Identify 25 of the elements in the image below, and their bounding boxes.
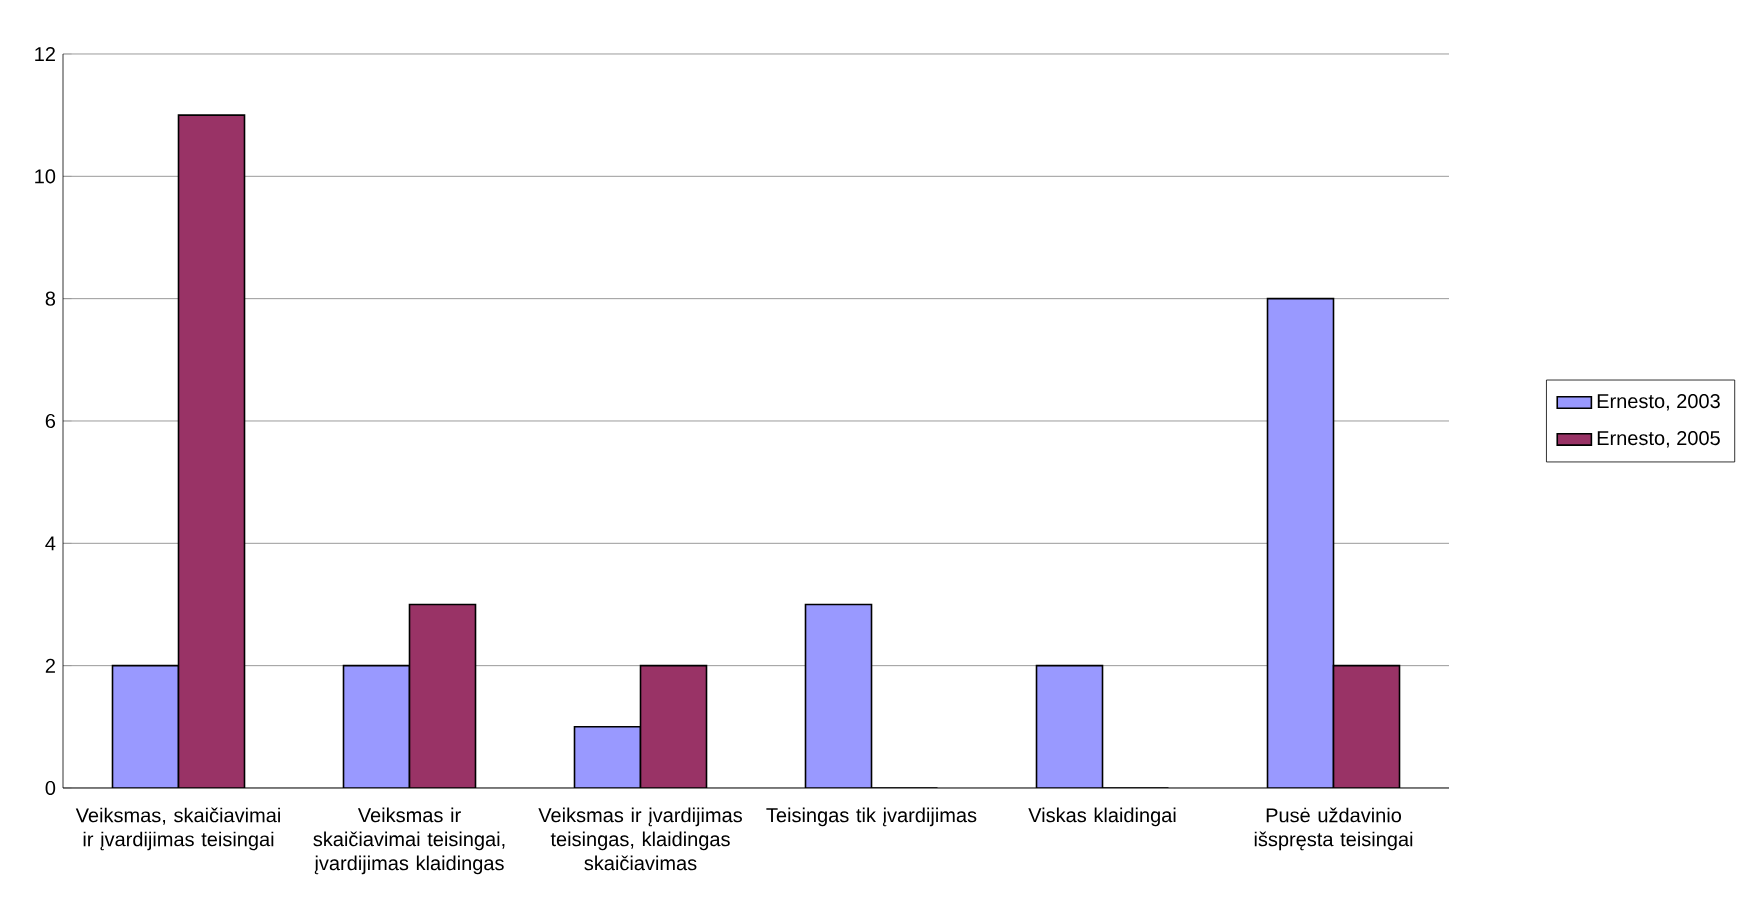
bar (111, 664, 180, 788)
bar (1332, 664, 1401, 788)
x-tick-label: Veiksmas ir skaičiavimai teisingai, įvardijimas klaidingas (313, 807, 505, 875)
bar (1266, 297, 1335, 788)
bar (177, 114, 246, 788)
x-tick-label: Pusė uždavinio išspręsta teisingai (1254, 807, 1413, 851)
bar (342, 664, 411, 788)
y-tick-label: 8 (45, 291, 56, 306)
y-tick-label: 0 (45, 780, 56, 796)
legend-label: Ernesto, 2005 (1597, 430, 1720, 448)
bar (573, 726, 642, 788)
y-tick-label: 4 (45, 536, 56, 551)
y-tick-label: 10 (35, 169, 56, 184)
y-tick-label: 12 (35, 47, 55, 61)
x-tick-label: Viskas klaidingai (1028, 807, 1176, 827)
legend-label: Ernesto, 2003 (1597, 394, 1720, 411)
y-tick-label: 2 (45, 658, 55, 673)
bar (639, 664, 708, 788)
y-tick-label: 6 (45, 413, 56, 429)
bar (408, 603, 477, 788)
x-tick-label: Teisingas tik įvardijimas (766, 807, 977, 827)
x-tick-label: Veiksmas, skaičiavimai ir įvardijimas teisingai (75, 807, 280, 851)
bar (804, 603, 873, 788)
x-tick-label: Veiksmas ir įvardijimas teisingas, klaidingas skaičiavimas (538, 807, 742, 871)
bar (1035, 664, 1104, 788)
